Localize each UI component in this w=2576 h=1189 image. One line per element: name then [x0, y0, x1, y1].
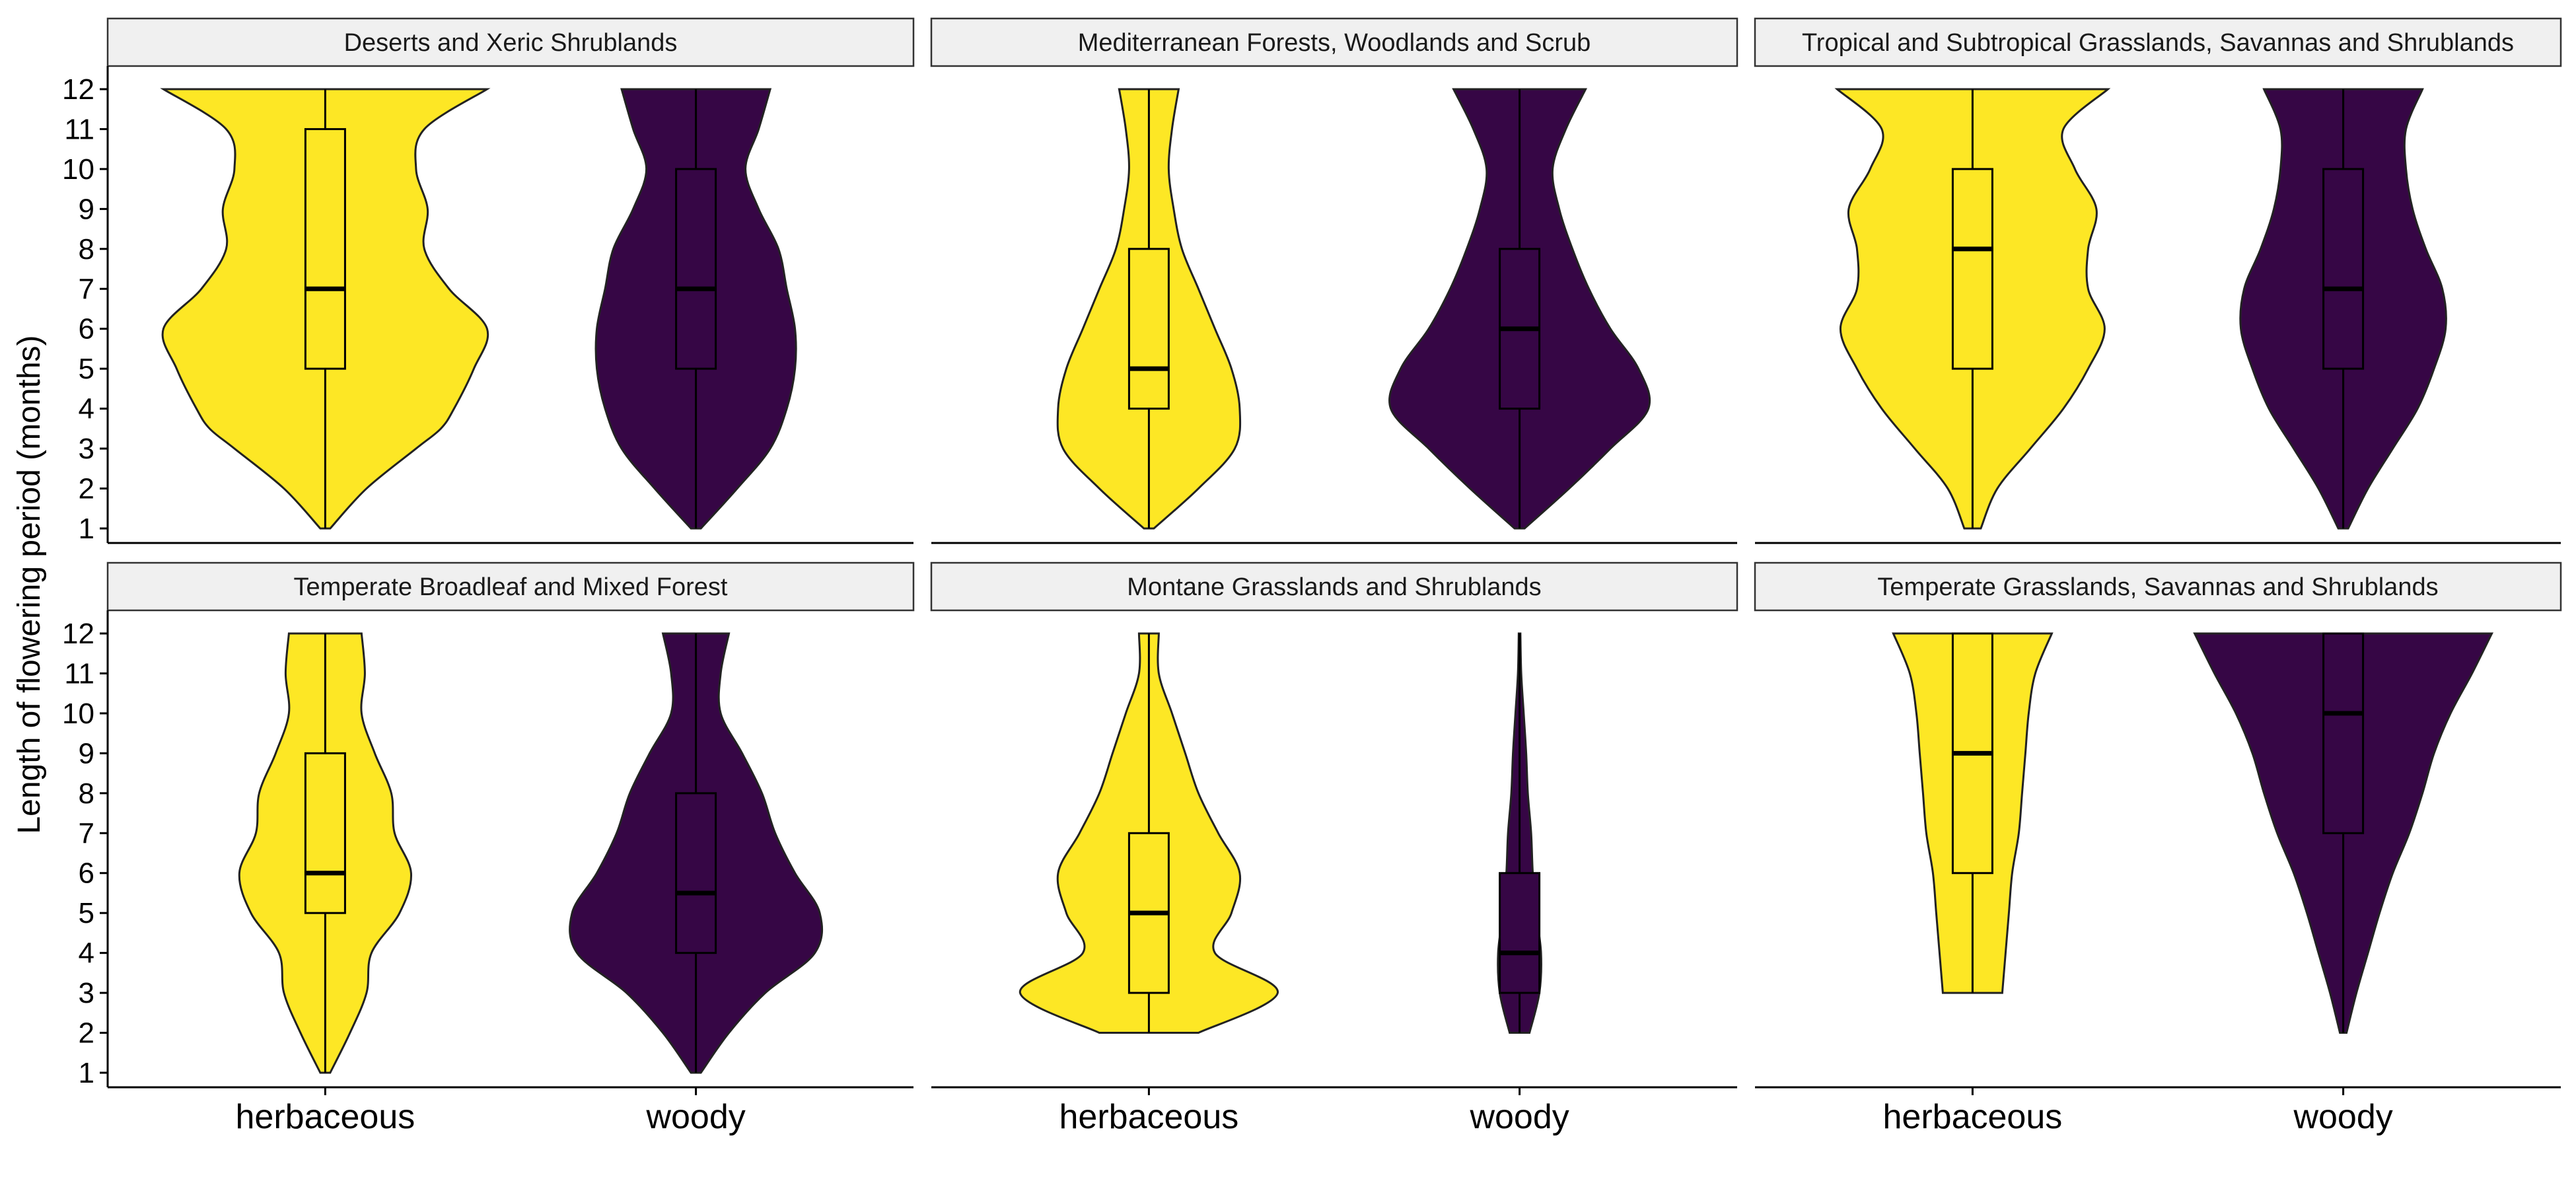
box-iqr: [2322, 632, 2365, 834]
panel-title: Deserts and Xeric Shrublands: [344, 29, 678, 57]
panel-strip: [930, 17, 1738, 67]
box-iqr: [675, 792, 717, 955]
panel-strip: [930, 561, 1738, 612]
x-tick-label: herbaceous: [236, 1098, 415, 1136]
y-tick-label: 8: [79, 233, 94, 266]
box-iqr: [2322, 168, 2365, 370]
y-tick-label: 4: [79, 937, 94, 970]
y-tick-label: 6: [79, 857, 94, 890]
panel-title: Tropical and Subtropical Grasslands, Sav…: [1802, 29, 2514, 57]
x-tick-label: woody: [645, 1098, 745, 1136]
box-iqr: [675, 168, 717, 370]
y-axis-label: Length of flowering period (months): [12, 335, 47, 834]
panel-strip: [1754, 561, 2562, 612]
y-tick-label: 9: [79, 193, 94, 225]
y-tick-label: 12: [62, 618, 94, 650]
y-tick-label: 4: [79, 393, 94, 425]
panel-4: Temperate Broadleaf and Mixed Forest1234…: [62, 561, 915, 1136]
y-tick-label: 7: [79, 817, 94, 849]
y-tick-label: 5: [79, 897, 94, 929]
x-tick-label: herbaceous: [1059, 1098, 1239, 1136]
panel-strip: [106, 17, 915, 67]
x-tick-label: herbaceous: [1883, 1098, 2063, 1136]
y-tick-label: 12: [62, 73, 94, 106]
panel-title: Montane Grasslands and Shrublands: [1127, 573, 1541, 601]
box-iqr: [1127, 248, 1170, 410]
y-tick-label: 3: [79, 433, 94, 465]
panel-1: Deserts and Xeric Shrublands123456789101…: [62, 17, 915, 545]
y-tick-label: 3: [79, 977, 94, 1009]
y-tick-label: 8: [79, 777, 94, 810]
y-tick-label: 10: [62, 698, 94, 730]
y-tick-label: 1: [79, 513, 94, 545]
panel-3: Tropical and Subtropical Grasslands, Sav…: [1754, 17, 2562, 544]
y-tick-label: 11: [64, 657, 94, 690]
panel-6: Temperate Grasslands, Savannas and Shrub…: [1754, 561, 2562, 1136]
box-iqr: [1499, 872, 1541, 994]
y-tick-label: 10: [62, 153, 94, 186]
y-tick-label: 2: [79, 1017, 94, 1050]
panel-title: Temperate Grasslands, Savannas and Shrub…: [1877, 573, 2438, 601]
y-tick-label: 6: [79, 313, 94, 345]
panel-title: Mediterranean Forests, Woodlands and Scr…: [1078, 29, 1591, 57]
x-tick-label: woody: [2293, 1098, 2392, 1136]
y-tick-label: 11: [64, 113, 94, 145]
y-tick-label: 7: [79, 273, 94, 305]
y-tick-label: 1: [79, 1057, 94, 1089]
panels: Deserts and Xeric Shrublands123456789101…: [62, 17, 2562, 1136]
panel-5: Montane Grasslands and Shrublands herbace…: [930, 561, 1738, 1136]
panel-title: Temperate Broadleaf and Mixed Forest: [294, 573, 728, 601]
x-tick-label: woody: [1469, 1098, 1569, 1136]
y-tick-label: 5: [79, 353, 94, 385]
panel-2: Mediterranean Forests, Woodlands and Scr…: [930, 17, 1738, 544]
box-iqr: [304, 127, 346, 370]
panel-strip: [1754, 17, 2562, 67]
y-tick-label: 2: [79, 473, 94, 505]
box-iqr: [304, 752, 346, 914]
y-tick-label: 9: [79, 737, 94, 770]
box-iqr: [1951, 168, 1993, 370]
panel-strip: [106, 561, 915, 612]
